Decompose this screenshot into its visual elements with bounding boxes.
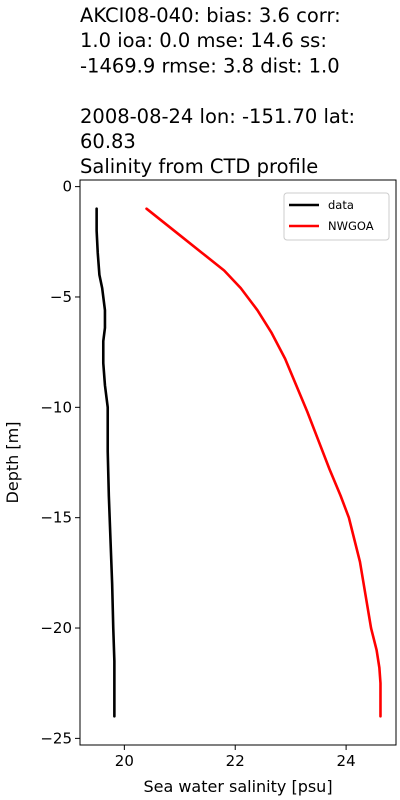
y-tick-label: −20 xyxy=(40,619,72,637)
x-axis-label: Sea water salinity [psu] xyxy=(143,777,332,796)
x-tick-label: 22 xyxy=(226,752,245,770)
x-tick-label: 20 xyxy=(115,752,134,770)
chart-title: AKCI08-040: bias: 3.6 corr:1.0 ioa: 0.0 … xyxy=(80,4,355,178)
title-line-2: -1469.9 rmse: 3.8 dist: 1.0 xyxy=(80,54,340,77)
legend-label-nwgoa: NWGOA xyxy=(328,219,374,233)
plot-area xyxy=(95,207,382,718)
y-tick-label: −5 xyxy=(50,288,72,306)
x-tick-label: 24 xyxy=(337,752,356,770)
y-tick-label: −25 xyxy=(40,729,72,747)
title-line-5: 60.83 xyxy=(80,130,136,153)
legend: data NWGOA xyxy=(283,192,390,241)
title-line-1: 1.0 ioa: 0.0 mse: 14.6 ss: xyxy=(80,29,327,52)
title-line-0: AKCI08-040: bias: 3.6 corr: xyxy=(80,4,341,27)
y-axis-label: Depth [m] xyxy=(3,422,22,504)
title-line-4: 2008-08-24 lon: -151.70 lat: xyxy=(80,105,355,128)
y-tick-label: −15 xyxy=(40,509,72,527)
title-line-6: Salinity from CTD profile xyxy=(80,155,318,178)
axes-frame xyxy=(79,179,397,746)
legend-label-data: data xyxy=(328,198,354,212)
series-line-nwgoa xyxy=(145,207,382,718)
y-tick-label: 0 xyxy=(62,178,72,196)
axes: 20 22 24 0 −5 −10 −15 −20 −25 Sea water salinity … xyxy=(3,178,397,796)
y-tick-label: −10 xyxy=(40,398,72,416)
series-line-data xyxy=(95,207,116,718)
